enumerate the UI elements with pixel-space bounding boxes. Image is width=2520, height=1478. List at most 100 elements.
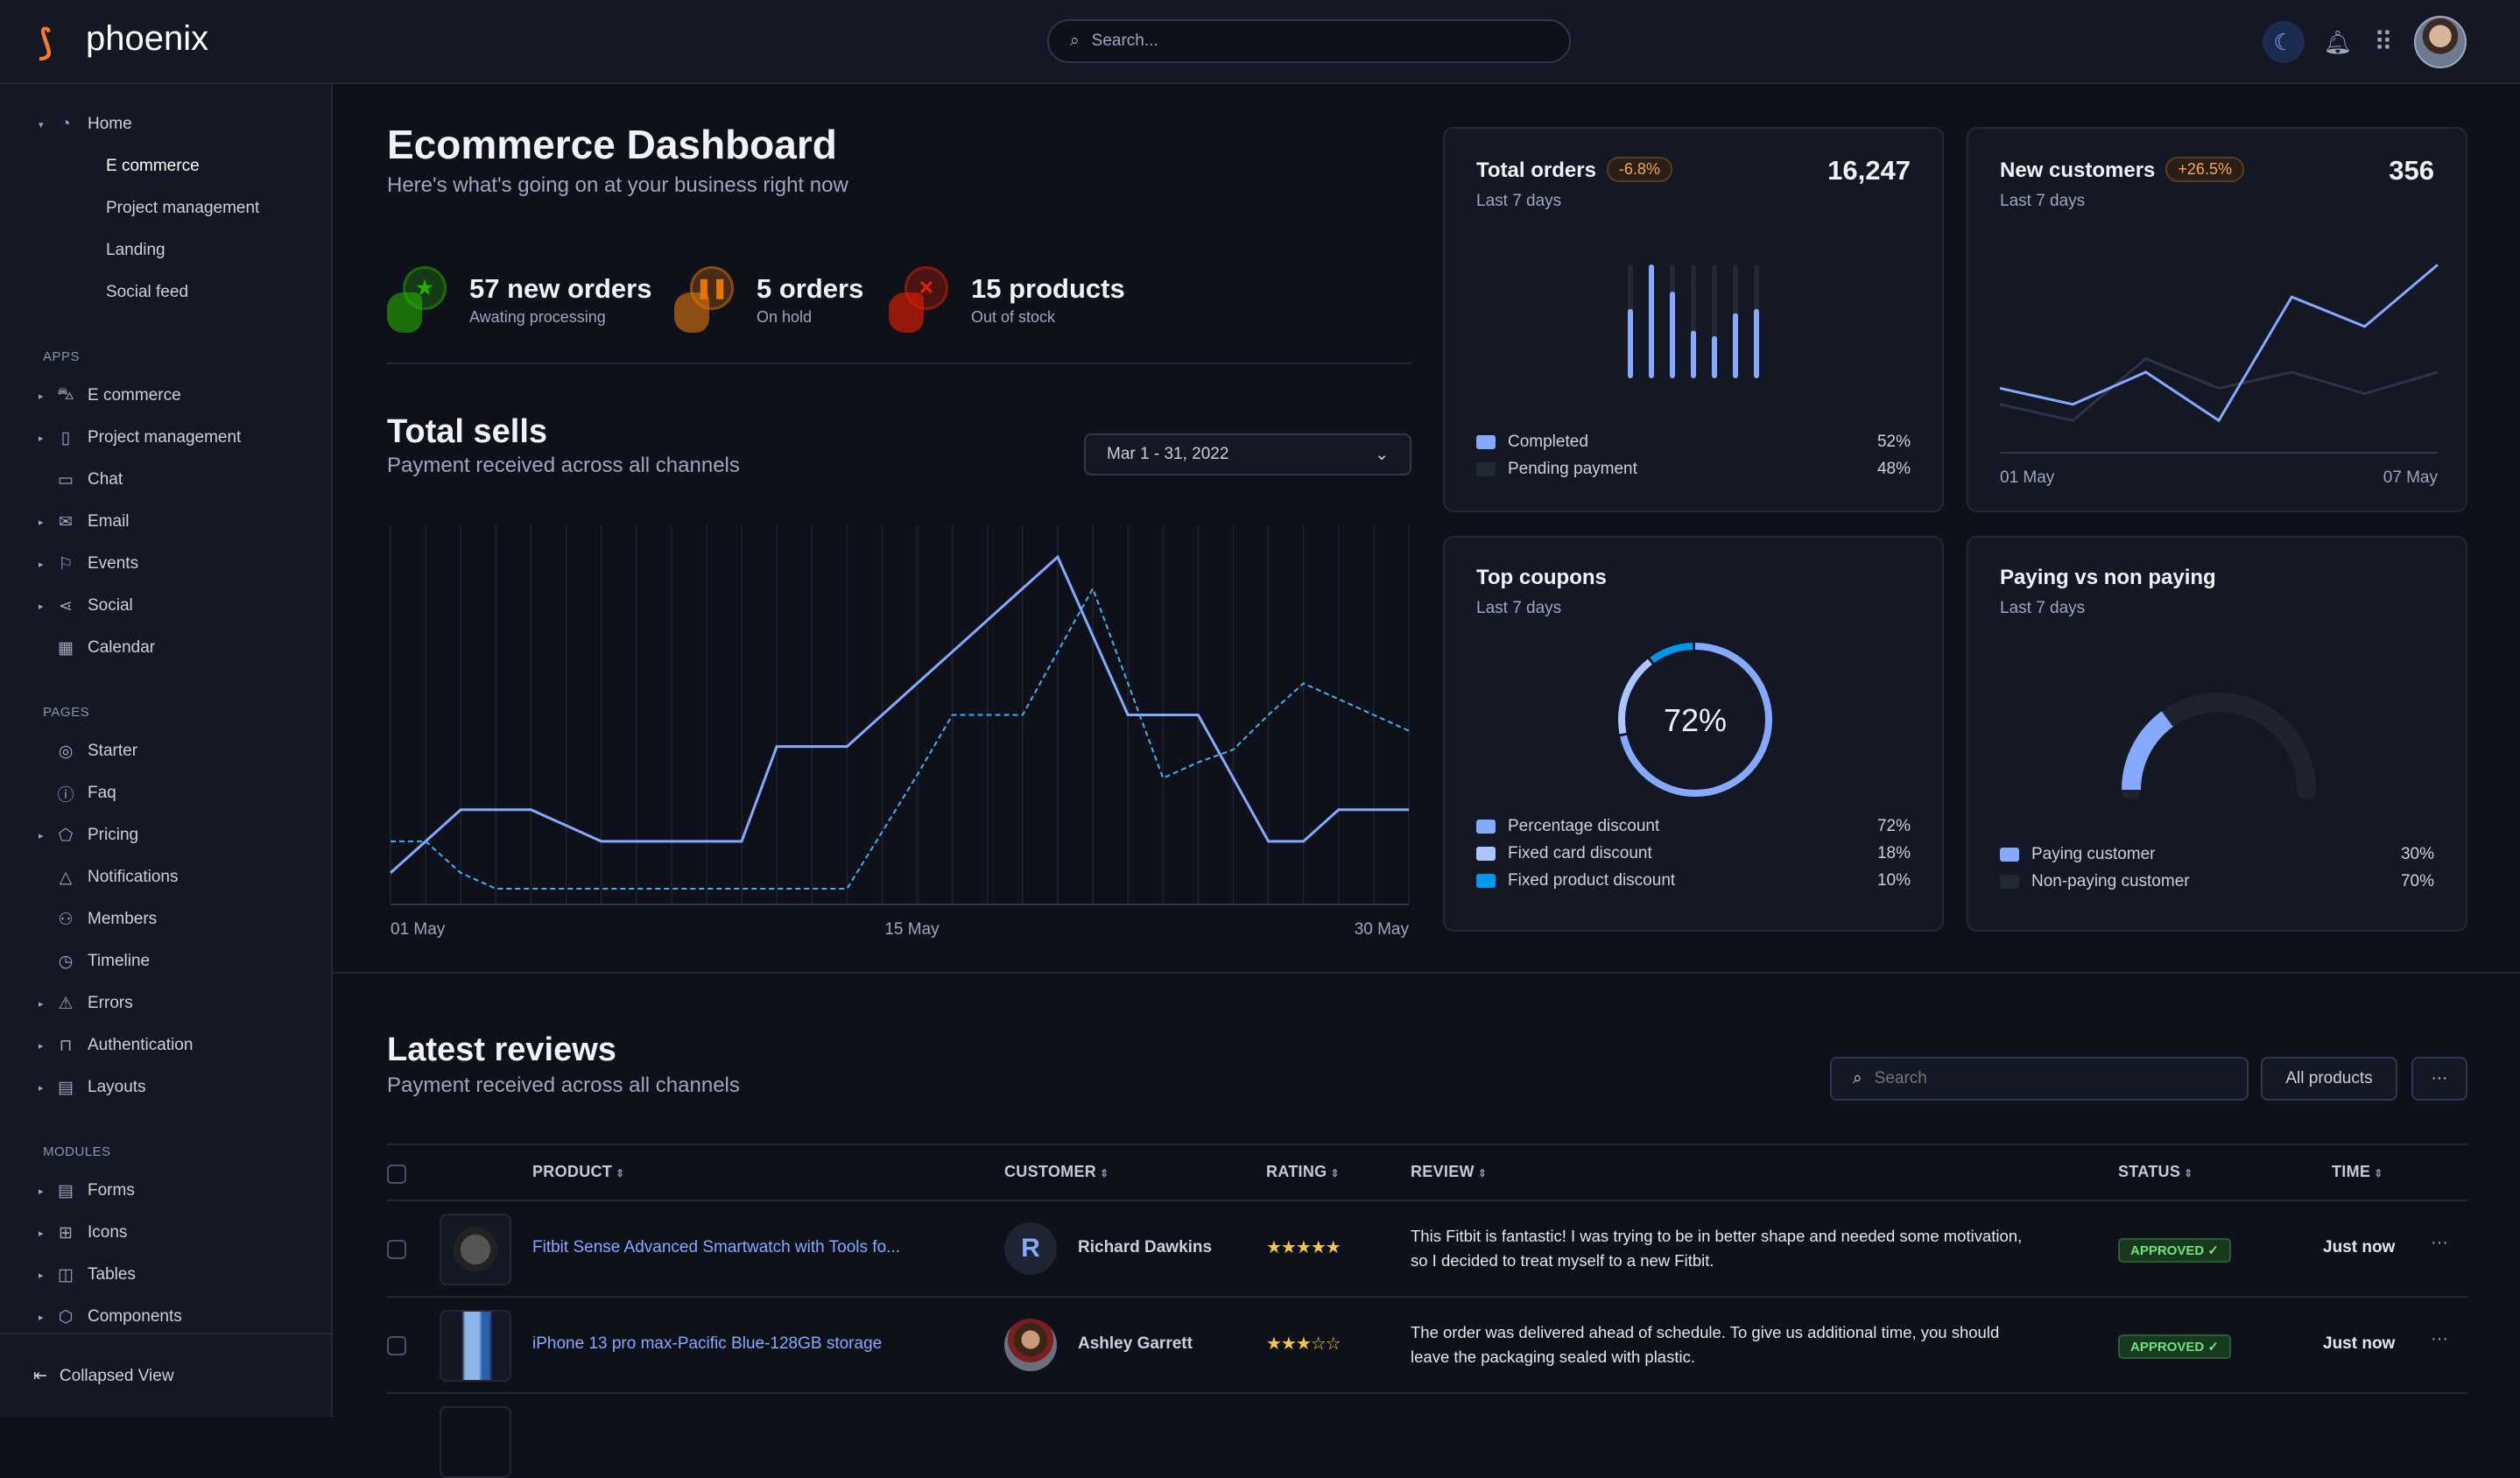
- sidebar-item-errors[interactable]: ▸⚠Errors: [0, 982, 331, 1024]
- moon-icon[interactable]: ☾: [2263, 21, 2305, 63]
- sidebar-item-label: Calendar: [88, 638, 155, 658]
- column-header-time[interactable]: TIME⇕: [2332, 1163, 2383, 1181]
- sidebar-item-home[interactable]: ▾◔Home: [0, 103, 331, 145]
- stat-item[interactable]: ✕15 productsOut of stock: [889, 266, 1125, 333]
- sidebar-item-components[interactable]: ▸⬡Components: [0, 1296, 331, 1338]
- sidebar-item-calendar[interactable]: ▦Calendar: [0, 627, 331, 669]
- new-customers-card: New customers+26.5% Last 7 days 356 01 M…: [1967, 127, 2467, 512]
- card-title: Paying vs non paying: [2000, 566, 2216, 590]
- sidebar-subitem[interactable]: Project management: [0, 187, 331, 229]
- caret-right-icon: ▸: [39, 601, 44, 612]
- sidebar-item-authentication[interactable]: ▸⊓Authentication: [0, 1024, 331, 1066]
- row-actions-icon[interactable]: ···: [2431, 1329, 2448, 1349]
- sidebar-item-label: Icons: [88, 1223, 127, 1242]
- date-range-select[interactable]: Mar 1 - 31, 2022 ⌄: [1084, 433, 1411, 475]
- coupons-legend: Percentage discount72%Fixed card discoun…: [1476, 813, 1911, 894]
- avatar[interactable]: [2414, 16, 2467, 68]
- donut-center-value: 72%: [1608, 702, 1783, 739]
- sidebar-item-faq[interactable]: ⓘFaq: [0, 772, 331, 814]
- product-link[interactable]: iPhone 13 pro max-Pacific Blue-128GB sto…: [532, 1334, 882, 1354]
- all-products-button[interactable]: All products: [2261, 1057, 2397, 1101]
- bell-icon: △: [54, 868, 77, 888]
- sidebar-item-starter[interactable]: ◎Starter: [0, 730, 331, 772]
- sidebar-item-pricing[interactable]: ▸⬠Pricing: [0, 814, 331, 856]
- column-header-rating[interactable]: RATING⇕: [1266, 1163, 1340, 1181]
- stat-subtitle: Out of stock: [971, 308, 1125, 327]
- global-search[interactable]: ⌕: [1047, 19, 1571, 63]
- legend-value: 72%: [1877, 817, 1911, 836]
- column-header-customer[interactable]: CUSTOMER⇕: [1004, 1163, 1109, 1181]
- sidebar-item-events[interactable]: ▸⚐Events: [0, 543, 331, 585]
- card-period: Last 7 days: [1476, 599, 1607, 618]
- file-text-icon: ▤: [54, 1181, 77, 1201]
- sidebar-item-timeline[interactable]: ◷Timeline: [0, 940, 331, 982]
- x-tick-label: 30 May: [1355, 920, 1410, 939]
- sidebar-item-layouts[interactable]: ▸▤Layouts: [0, 1066, 331, 1108]
- sidebar-item-project-management[interactable]: ▸▯Project management: [0, 417, 331, 459]
- series-line-solid: [391, 557, 1409, 873]
- review-time: Just now: [2323, 1238, 2395, 1257]
- sidebar-item-label: Tables: [88, 1265, 136, 1284]
- reviews-search[interactable]: ⌕: [1830, 1057, 2249, 1101]
- product-link[interactable]: Fitbit Sense Advanced Smartwatch with To…: [532, 1238, 900, 1257]
- column-label: TIME: [2332, 1163, 2370, 1180]
- phoenix-logo-icon[interactable]: ⟆: [39, 23, 53, 63]
- sidebar-item-social[interactable]: ▸⋖Social: [0, 585, 331, 627]
- sidebar-item-icons[interactable]: ▸⊞Icons: [0, 1212, 331, 1254]
- sidebar-item-e-commerce[interactable]: ▸⛍E commerce: [0, 375, 331, 417]
- stat-item[interactable]: ★57 new ordersAwating processing: [387, 266, 651, 333]
- search-input[interactable]: [1092, 32, 1512, 51]
- gauge-fill: [2131, 719, 2167, 790]
- bell-icon[interactable]: 🔔︎: [2317, 21, 2359, 63]
- sidebar-subitem[interactable]: Social feed: [0, 271, 331, 313]
- sidebar-item-label: Home: [88, 115, 132, 134]
- column-header-review[interactable]: REVIEW⇕: [1411, 1163, 1487, 1181]
- sidebar-item-members[interactable]: ⚇Members: [0, 898, 331, 940]
- product-thumbnail[interactable]: [440, 1310, 511, 1382]
- customer-name[interactable]: Richard Dawkins: [1078, 1238, 1212, 1257]
- more-options-button[interactable]: ···: [2411, 1057, 2467, 1101]
- stat-item[interactable]: ❚❚5 ordersOn hold: [674, 266, 863, 333]
- legend-label: Fixed product discount: [1508, 871, 1675, 890]
- product-thumbnail[interactable]: [440, 1406, 511, 1478]
- sidebar-item-chat[interactable]: ▭Chat: [0, 459, 331, 501]
- column-header-product[interactable]: PRODUCT⇕: [532, 1163, 624, 1181]
- card-period: Last 7 days: [2000, 192, 2244, 211]
- caret-right-icon: ▸: [39, 1270, 44, 1281]
- package-icon: ⬡: [54, 1307, 77, 1327]
- pause-icon: ❚❚: [674, 266, 741, 333]
- total-orders-card: Total orders-6.8% Last 7 days 16,247 Com…: [1443, 127, 1944, 512]
- legend-label: Fixed card discount: [1508, 844, 1652, 863]
- row-checkbox[interactable]: [387, 1240, 406, 1259]
- column-header-status[interactable]: STATUS⇕: [2118, 1163, 2193, 1181]
- reviews-title: Latest reviews: [387, 1031, 616, 1069]
- reviews-search-input[interactable]: [1875, 1069, 2225, 1088]
- caret-right-icon: ▸: [39, 830, 44, 841]
- stat-title: 15 products: [971, 273, 1125, 305]
- sidebar-item-tables[interactable]: ▸◫Tables: [0, 1254, 331, 1296]
- sidebar-item-label: Members: [88, 910, 157, 929]
- legend-swatch: [1476, 462, 1496, 476]
- select-all-checkbox[interactable]: [387, 1165, 406, 1184]
- page-subtitle: Here's what's going on at your business …: [387, 173, 848, 198]
- apps-grid-icon[interactable]: ⠿: [2362, 21, 2404, 63]
- clipboard-icon: ▯: [54, 428, 77, 448]
- app-logo-text[interactable]: phoenix: [86, 19, 208, 59]
- sidebar-subitem[interactable]: Landing: [0, 229, 331, 271]
- section-divider: [333, 972, 2520, 974]
- legend-label: Pending payment: [1508, 460, 1637, 479]
- sidebar-item-notifications[interactable]: △Notifications: [0, 856, 331, 898]
- pie-chart-icon: ◔: [54, 115, 77, 134]
- customer-name[interactable]: Ashley Garrett: [1078, 1334, 1193, 1354]
- card-value: 16,247: [1827, 155, 1911, 187]
- divider: [387, 362, 1411, 364]
- row-checkbox[interactable]: [387, 1336, 406, 1355]
- sidebar-item-forms[interactable]: ▸▤Forms: [0, 1170, 331, 1212]
- sidebar-subitem[interactable]: E commerce: [0, 145, 331, 187]
- sidebar-item-label: Project management: [88, 428, 241, 447]
- collapsed-view-button[interactable]: ⇤ Collapsed View: [0, 1333, 333, 1418]
- change-badge: +26.5%: [2165, 157, 2244, 182]
- sidebar-item-email[interactable]: ▸✉Email: [0, 501, 331, 543]
- row-actions-icon[interactable]: ···: [2431, 1233, 2448, 1253]
- product-thumbnail[interactable]: [440, 1214, 511, 1285]
